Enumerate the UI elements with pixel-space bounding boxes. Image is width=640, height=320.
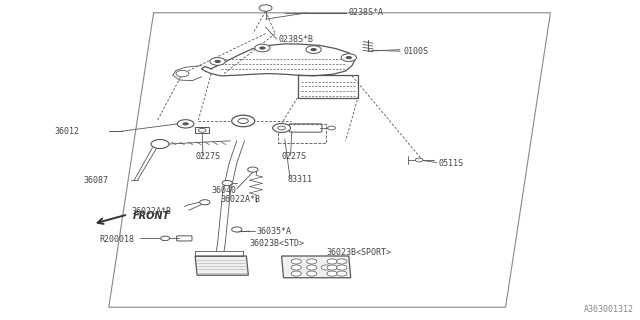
Text: 36012: 36012: [54, 127, 79, 136]
Text: 36035*A: 36035*A: [256, 228, 291, 236]
Circle shape: [278, 126, 285, 130]
Polygon shape: [195, 256, 248, 275]
Text: 0100S: 0100S: [403, 47, 428, 56]
Circle shape: [327, 265, 337, 270]
Circle shape: [346, 56, 352, 59]
Circle shape: [182, 122, 189, 125]
Circle shape: [151, 140, 169, 148]
Circle shape: [255, 44, 270, 52]
Circle shape: [259, 46, 266, 50]
Circle shape: [232, 227, 242, 232]
Circle shape: [337, 259, 347, 264]
Circle shape: [222, 180, 232, 186]
FancyBboxPatch shape: [177, 236, 192, 241]
Circle shape: [291, 259, 301, 264]
Text: R200018: R200018: [99, 235, 134, 244]
Circle shape: [321, 265, 332, 270]
Text: 0227S: 0227S: [195, 152, 220, 161]
Circle shape: [328, 126, 335, 130]
Text: 36023B<SPORT>: 36023B<SPORT>: [326, 248, 392, 257]
Circle shape: [307, 259, 317, 264]
Circle shape: [176, 70, 189, 77]
Circle shape: [306, 46, 321, 53]
Circle shape: [273, 124, 291, 132]
Bar: [195, 127, 209, 133]
Polygon shape: [282, 256, 351, 278]
Text: 36022A*B: 36022A*B: [221, 196, 261, 204]
Circle shape: [238, 118, 248, 124]
Circle shape: [248, 167, 258, 172]
Circle shape: [161, 236, 170, 241]
Circle shape: [307, 271, 317, 276]
Text: 0238S*A: 0238S*A: [349, 8, 384, 17]
Circle shape: [307, 265, 317, 270]
Text: 36022A*B: 36022A*B: [131, 207, 172, 216]
Circle shape: [177, 120, 194, 128]
Text: 36087: 36087: [83, 176, 108, 185]
Text: 36023B<STD>: 36023B<STD>: [250, 239, 305, 248]
Circle shape: [327, 259, 337, 264]
Circle shape: [337, 271, 347, 276]
Text: 36040: 36040: [211, 186, 236, 195]
Text: FRONT: FRONT: [133, 211, 170, 221]
Circle shape: [214, 60, 221, 63]
Text: A363001312: A363001312: [584, 305, 634, 314]
Circle shape: [232, 115, 255, 127]
Text: 0238S*B: 0238S*B: [278, 35, 314, 44]
Circle shape: [310, 48, 317, 51]
Circle shape: [291, 265, 301, 270]
Bar: [278, 124, 326, 143]
Circle shape: [210, 58, 225, 65]
Text: 0227S: 0227S: [282, 152, 307, 161]
Circle shape: [259, 5, 272, 11]
Circle shape: [291, 271, 301, 276]
Text: 0511S: 0511S: [438, 159, 463, 168]
Circle shape: [341, 54, 356, 61]
Text: 83311: 83311: [288, 175, 313, 184]
Circle shape: [337, 265, 347, 270]
Circle shape: [327, 271, 337, 276]
Circle shape: [415, 158, 423, 162]
FancyBboxPatch shape: [289, 124, 322, 132]
Circle shape: [200, 200, 210, 205]
Circle shape: [198, 128, 206, 132]
